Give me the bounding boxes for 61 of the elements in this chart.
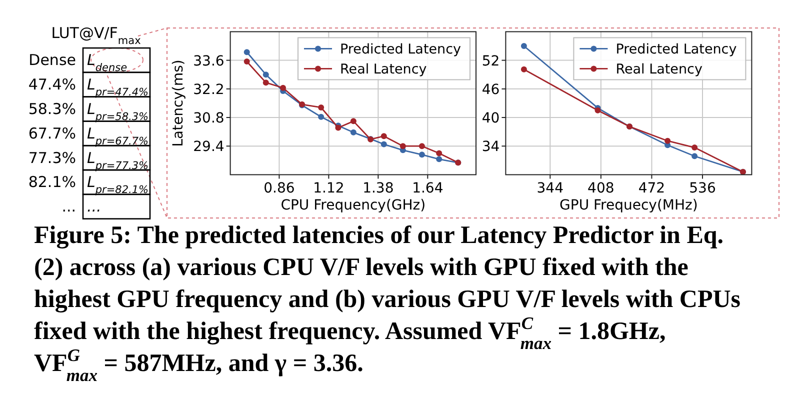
x-tick-label: 536 (689, 180, 716, 197)
point (380, 141, 387, 148)
point (244, 58, 250, 65)
point (520, 66, 527, 72)
point (664, 138, 671, 144)
y-tick-label: 32.2 (193, 82, 224, 98)
text: ... (87, 198, 102, 216)
x-tick-label: 1.12 (313, 180, 344, 197)
point (436, 150, 442, 156)
category-label: 82.1% (28, 173, 76, 192)
x-tick-label: 0.86 (264, 180, 295, 197)
x-tick-label: 344 (536, 180, 564, 197)
y-tick-label: 33.6 (193, 53, 224, 70)
point (436, 156, 442, 162)
category-label: 67.7% (28, 124, 76, 142)
y-tick-label: 46 (482, 82, 500, 98)
text: L$_{pr=82.1%}$ (87, 173, 148, 196)
point (418, 152, 425, 158)
point (692, 144, 698, 151)
point (350, 129, 356, 136)
y-tick-label: 34 (482, 139, 500, 156)
legend-label: Real Latency (616, 62, 702, 78)
x-tick-label: 1.38 (362, 180, 394, 197)
point (400, 143, 406, 150)
point (520, 43, 527, 49)
y-axis-title: Latency(ms) (170, 60, 186, 147)
point (350, 118, 356, 124)
y-tick-label: 40 (482, 110, 500, 126)
point (380, 133, 387, 140)
text: L$_{pr=58.3%}$ (87, 100, 148, 123)
y-tick-label: 52 (482, 53, 500, 70)
point (594, 107, 601, 114)
point (262, 80, 269, 86)
point (318, 104, 324, 110)
legend-label: Predicted Latency (616, 42, 737, 58)
category-label: 47.4% (28, 76, 76, 94)
category-label: 77.3% (28, 148, 76, 167)
text: L$_{pr=67.7%}$ (87, 124, 148, 148)
point (262, 72, 269, 78)
point (244, 49, 250, 56)
point (318, 114, 324, 120)
x-tick-label: 408 (588, 180, 614, 197)
text: L$_{dense}$ (87, 51, 128, 74)
x-axis-title: GPU Frequecy(MHz) (560, 198, 698, 214)
y-tick-label: 29.4 (193, 139, 224, 156)
text: LUT@V/F$_{max}$ (51, 24, 141, 47)
category-label: 58.3% (28, 100, 76, 118)
point (418, 143, 425, 150)
category-label: Dense (28, 51, 76, 70)
legend-label: Real Latency (340, 62, 427, 78)
x-tick-label: 1.64 (412, 180, 444, 197)
text: Figure 5: The predicted latencies of our Latency Predictor in Eq. (2) across (a) various CPU V/F levels with GPU fixed with the highest GPU frequency and (b) various GPU V/F levels with CPUs fixed with the highest frequency. Assumed VF$^{C}$$_{max}$ = 1.8GHz, VF$^{G}$$_{max}$ = 587MHz, and γ = 3.36. (34, 222, 740, 385)
point (692, 153, 698, 160)
y-tick-label: 30.8 (193, 110, 224, 126)
text: L$_{pr=77.3%}$ (87, 148, 148, 172)
legend-label: Predicted Latency (340, 42, 462, 58)
point (280, 84, 286, 91)
x-tick-label: 472 (638, 180, 666, 197)
x-axis-title: CPU Frequency(GHz) (280, 198, 426, 214)
text: L$_{pr=47.4%}$ (87, 76, 148, 99)
category-label: ... (62, 198, 76, 216)
